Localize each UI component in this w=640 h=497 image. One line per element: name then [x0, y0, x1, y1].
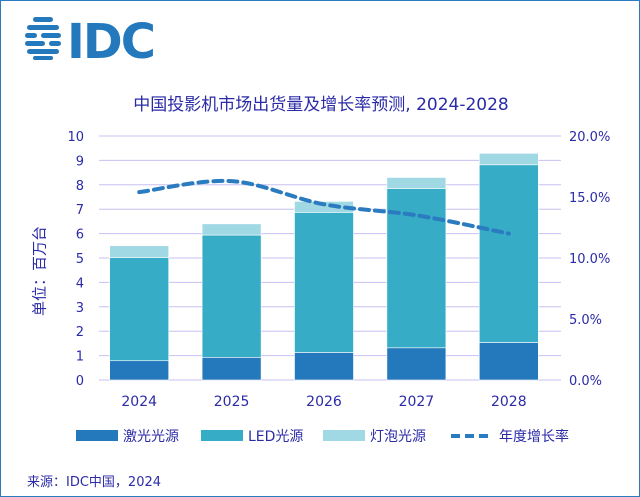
bar-segment [109, 257, 169, 362]
y2-tick-label: 10.0% [569, 252, 610, 267]
legend-swatch [201, 430, 243, 441]
y-tick-label: 5 [76, 252, 84, 267]
bar-segment [294, 352, 354, 381]
bar-segment [386, 347, 447, 381]
bar-segment [109, 360, 169, 381]
legend-label: 灯泡光源 [370, 429, 426, 445]
legend-label: 年度增长率 [499, 428, 569, 445]
bar-segment [478, 342, 539, 381]
bar-segment [478, 164, 539, 343]
chart-plot: 0 1 2 3 4 5 6 7 8 9 10 0.0% 5.0% 10.0% 15.0% 20.0% 2024 2… [67, 130, 610, 445]
source-note: 来源：IDC中国，2024 [27, 475, 162, 490]
legend-label: 激光光源 [123, 428, 179, 445]
y2-tick-label: 20.0% [569, 130, 610, 145]
y-tick-label: 10 [67, 130, 84, 145]
y-tick-label: 2 [76, 325, 84, 340]
bar-segment [294, 212, 354, 353]
legend-swatch [323, 430, 365, 441]
idc-logo: IDC [25, 15, 156, 61]
y2-tick-label: 5.0% [569, 313, 602, 328]
y-tick-label: 1 [76, 350, 84, 365]
legend-swatch [76, 430, 118, 441]
y-tick-label: 0 [76, 374, 84, 389]
y2-tick-label: 0.0% [569, 374, 602, 389]
bar-segment [478, 153, 539, 166]
bar-segment [386, 177, 447, 190]
bar-segment [109, 245, 169, 258]
legend-label: LED光源 [248, 429, 303, 445]
y-tick-label: 8 [76, 179, 84, 194]
bar-segment [201, 223, 262, 236]
logo-text: IDC [67, 15, 154, 61]
x-tick-label: 2026 [306, 394, 342, 410]
x-tick-label: 2024 [121, 394, 157, 410]
globe-icon [25, 17, 61, 60]
y-tick-label: 3 [76, 301, 84, 316]
y-tick-label: 7 [76, 203, 84, 218]
y2-tick-label: 15.0% [569, 191, 610, 206]
y-tick-label: 4 [76, 276, 84, 291]
x-tick-label: 2027 [399, 394, 435, 410]
y-tick-label: 6 [76, 228, 84, 243]
growth-rate-line [137, 178, 511, 236]
y-tick-label: 9 [76, 154, 84, 169]
bar-segment [201, 234, 262, 358]
x-tick-label: 2025 [214, 394, 250, 410]
chart-title: 中国投影机市场出货量及增长率预测, 2024-2028 [133, 95, 509, 115]
bar-segment [386, 188, 447, 349]
x-tick-label: 2028 [491, 394, 527, 410]
bar-segment [201, 357, 262, 381]
